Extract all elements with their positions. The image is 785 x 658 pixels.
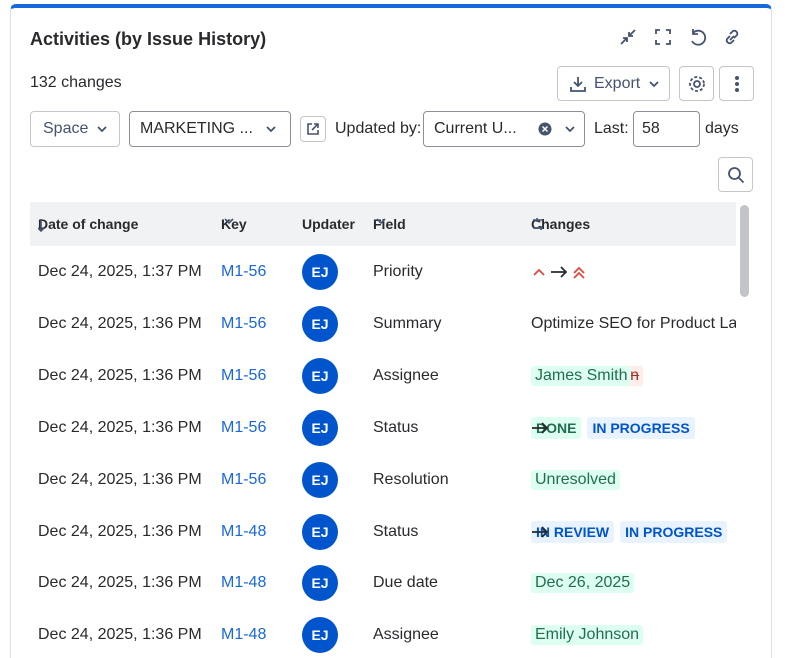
column-icon [373, 215, 389, 233]
column-icon [531, 215, 547, 233]
avatar: EJ [302, 462, 338, 498]
date-cell: Dec 24, 2025, 1:36 PM [38, 402, 202, 454]
date-cell: Dec 24, 2025, 1:36 PM [38, 609, 202, 658]
date-cell: Dec 24, 2025, 1:36 PM [38, 557, 202, 609]
avatar-initials: EJ [311, 575, 328, 591]
avatar-initials: EJ [311, 627, 328, 643]
updated-by-label: Updated by: [335, 120, 421, 138]
change-cell [531, 246, 736, 298]
issue-key: M1-48 [221, 506, 266, 558]
arrow [531, 525, 549, 539]
priority-change [531, 264, 591, 280]
search-button[interactable] [718, 157, 753, 192]
new-status: IN PROGRESS [620, 521, 727, 543]
change-cell: Dec 23, 2025Dec 26, 2025 [531, 557, 736, 609]
more-button[interactable] [719, 66, 754, 101]
change-cell: DONEIN PROGRESS [531, 402, 736, 454]
field-cell: Assignee [373, 609, 439, 658]
days-input[interactable]: 58 [633, 111, 700, 147]
days-value: 58 [642, 120, 660, 138]
issue-key: M1-48 [221, 557, 266, 609]
avatar-initials: EJ [311, 524, 328, 540]
column-header: Field [373, 202, 406, 246]
title: Activities (by Issue History) [30, 29, 266, 50]
project-filter[interactable]: MARKETING ... [129, 111, 291, 147]
column-header: Changes [531, 202, 590, 246]
issue-key: M1-56 [221, 246, 266, 298]
change-text: Optimize SEO for Product Lar [531, 315, 736, 333]
avatar-initials: EJ [311, 420, 328, 436]
change-cell: James SmithEmily Johnson [531, 609, 736, 658]
date-cell: Dec 24, 2025, 1:36 PM [38, 506, 202, 558]
issue-key: M1-56 [221, 350, 266, 402]
change-cell: Emily JohnsonJames Smith [531, 350, 736, 402]
avatar: EJ [302, 514, 338, 550]
avatar-initials: EJ [311, 316, 328, 332]
column-header: Updater [302, 202, 355, 246]
date-cell: Dec 24, 2025, 1:36 PM [38, 454, 202, 506]
settings-button[interactable] [679, 66, 714, 101]
header-icons [618, 27, 748, 47]
change-count: 132 changes [30, 74, 122, 92]
column-header: Key [221, 202, 247, 246]
new-value: Dec 26, 2025 [531, 573, 634, 593]
new-value: Unresolved [531, 470, 620, 490]
column-icon [221, 215, 237, 233]
new-status: IN PROGRESS [587, 417, 694, 439]
export-label: Export [594, 75, 640, 93]
new-value: James Smith [531, 366, 631, 386]
date-cell: Dec 24, 2025, 1:37 PM [38, 246, 202, 298]
avatar: EJ [302, 410, 338, 446]
project-value: MARKETING ... [140, 120, 265, 138]
open-link[interactable] [300, 116, 326, 142]
date-cell: Dec 24, 2025, 1:36 PM [38, 298, 202, 350]
avatar-initials: EJ [311, 264, 328, 280]
date-cell: Dec 24, 2025, 1:36 PM [38, 350, 202, 402]
new-value: Emily Johnson [531, 625, 643, 645]
updater-value: Current U... [434, 120, 538, 138]
space-filter[interactable]: Space [30, 111, 120, 147]
export-button[interactable]: Export [557, 66, 670, 101]
issue-key: M1-56 [221, 298, 266, 350]
field-cell: Status [373, 402, 418, 454]
field-cell: Status [373, 506, 418, 558]
scrollbar [740, 205, 749, 297]
field-cell: Due date [373, 557, 438, 609]
change-cell: DoneUnresolved [531, 454, 736, 506]
avatar: EJ [302, 254, 338, 290]
avatar-initials: EJ [311, 472, 328, 488]
field-cell: Assignee [373, 350, 439, 402]
column-header: Date of change [38, 202, 138, 246]
change-cell: IN REVIEWIN PROGRESS [531, 506, 736, 558]
avatar: EJ [302, 306, 338, 342]
updater-filter[interactable]: Current U... [423, 111, 585, 147]
issue-key: M1-48 [221, 609, 266, 658]
avatar: EJ [302, 358, 338, 394]
space-label: Space [43, 120, 88, 138]
days-label: days [705, 120, 739, 138]
column-icon [38, 215, 54, 233]
avatar-initials: EJ [311, 368, 328, 384]
issue-key: M1-56 [221, 402, 266, 454]
last-label: Last: [594, 120, 629, 138]
field-cell: Resolution [373, 454, 449, 506]
field-cell: Priority [373, 246, 423, 298]
field-cell: Summary [373, 298, 441, 350]
issue-key: M1-56 [221, 454, 266, 506]
arrow [531, 421, 549, 435]
column-label: Updater [302, 216, 355, 232]
change-cell: Optimize SEO for Product Lar [531, 298, 736, 350]
